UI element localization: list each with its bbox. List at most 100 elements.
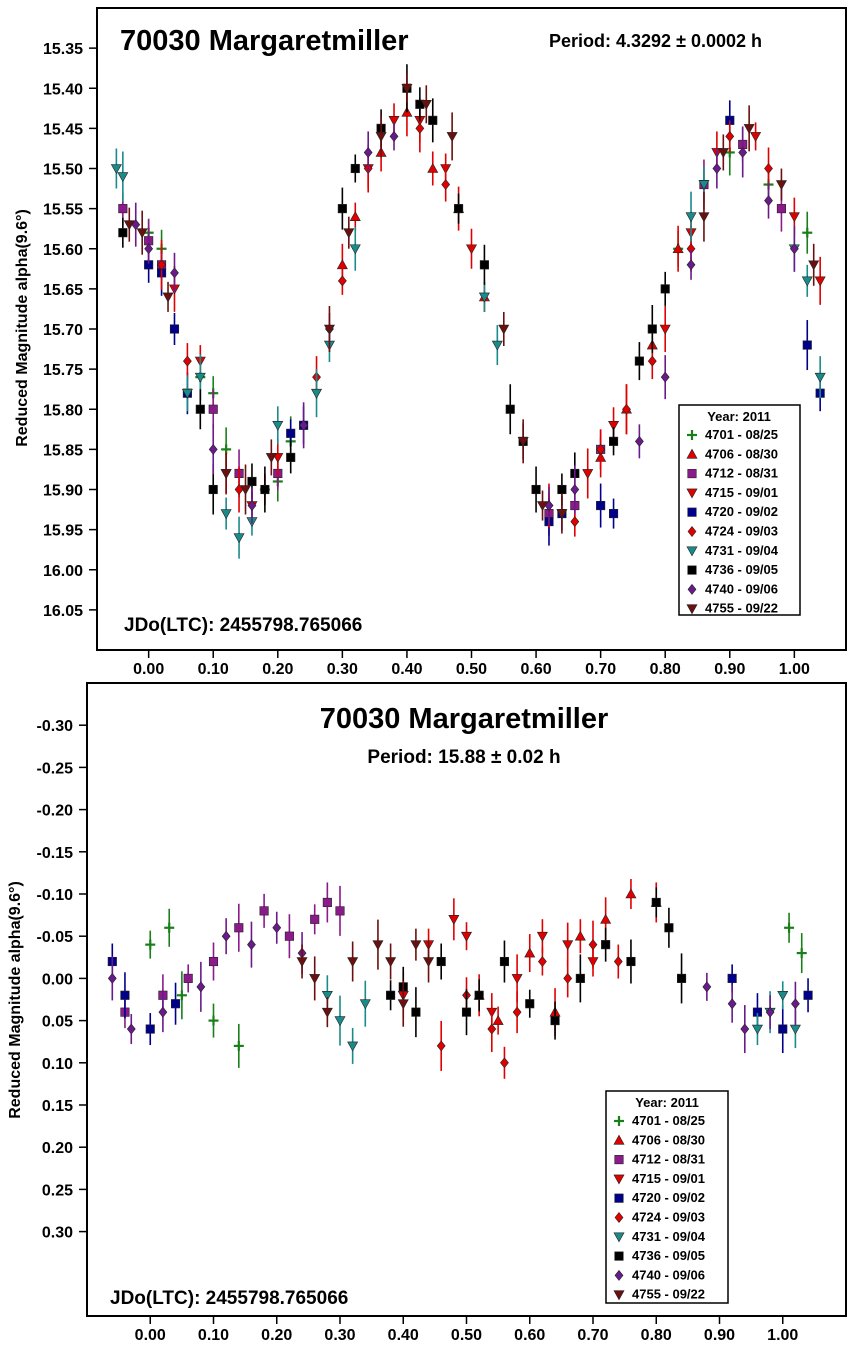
- legend-marker: [614, 1193, 624, 1203]
- data-point: [259, 906, 269, 916]
- data-point: [169, 324, 180, 334]
- data-point: [531, 484, 541, 495]
- data-point: [423, 957, 435, 968]
- x-tick-label: 0.70: [577, 1327, 608, 1344]
- data-point: [195, 404, 205, 414]
- top-data-points: [110, 64, 826, 559]
- data-point: [337, 204, 347, 214]
- data-point: [775, 180, 787, 191]
- y-tick-label: 0.30: [42, 1225, 73, 1242]
- data-point: [685, 212, 697, 223]
- data-point: [778, 1024, 788, 1034]
- data-point: [664, 923, 674, 933]
- x-tick-label: 0.90: [714, 661, 745, 678]
- data-point: [550, 1016, 560, 1026]
- data-point: [609, 436, 619, 446]
- data-point: [284, 931, 294, 941]
- legend-marker: [687, 526, 697, 537]
- top-legend: Year: 2011 4701 - 08/25 4706 - 08/30 4712 …: [678, 404, 801, 616]
- data-point: [563, 972, 573, 984]
- top-chart-title: 70030 Margaretmiller: [120, 25, 409, 57]
- y-tick-label: 15.40: [43, 81, 83, 98]
- data-point: [791, 998, 800, 1010]
- data-point: [401, 83, 413, 94]
- legend-marker: [686, 604, 698, 615]
- data-point: [372, 940, 384, 951]
- data-point: [596, 443, 606, 455]
- data-point: [118, 228, 128, 238]
- x-tick-label: 0.50: [451, 1327, 482, 1344]
- data-point: [349, 244, 361, 255]
- data-point: [126, 1023, 136, 1035]
- legend-entry-label: 4724 - 09/03: [705, 524, 778, 539]
- y-tick-label: 15.45: [43, 121, 83, 138]
- y-tick-label: -0.30: [37, 718, 74, 735]
- data-point: [375, 132, 387, 143]
- data-point: [609, 509, 619, 519]
- data-point: [803, 990, 813, 1000]
- data-point: [524, 947, 536, 958]
- data-point: [765, 1006, 775, 1018]
- legend-marker: [613, 1232, 625, 1243]
- legend-marker: [687, 430, 697, 440]
- data-point: [299, 419, 309, 431]
- legend-marker: [687, 565, 697, 575]
- data-point: [427, 162, 439, 173]
- legend-entry-label: 4740 - 09/06: [705, 581, 778, 596]
- data-point: [388, 116, 400, 126]
- data-point: [446, 132, 458, 143]
- data-point: [536, 931, 548, 942]
- legend-marker: [614, 1251, 624, 1261]
- y-tick-label: 0.00: [42, 971, 73, 988]
- data-point: [233, 1040, 244, 1051]
- data-point: [499, 956, 510, 967]
- bottom-y-axis-label: Reduced Magnitude alpha(9.6°): [7, 881, 24, 1119]
- legend-marker: [686, 488, 698, 499]
- legend-marker: [613, 1174, 625, 1185]
- data-point: [743, 124, 755, 134]
- data-point: [386, 990, 396, 1000]
- data-point: [802, 340, 812, 350]
- x-tick-label: 0.10: [198, 661, 229, 678]
- x-tick-label: 0.40: [388, 1327, 419, 1344]
- data-point: [727, 998, 737, 1010]
- x-tick-label: 0.00: [135, 1327, 166, 1344]
- y-tick-label: 15.95: [43, 523, 83, 540]
- data-point: [570, 484, 580, 495]
- y-tick-label: 15.35: [43, 41, 83, 58]
- x-tick-label: 0.40: [391, 661, 422, 678]
- legend-entry-label: 4731 - 09/04: [632, 1229, 706, 1244]
- y-tick-label: 15.70: [43, 322, 83, 339]
- data-point: [234, 923, 244, 933]
- top-epoch-label: JDo(LTC): 2455798.765066: [124, 615, 362, 636]
- legend-entry-label: 4736 - 09/05: [632, 1248, 705, 1263]
- data-point: [208, 443, 218, 455]
- data-point: [343, 228, 355, 239]
- legend-marker: [687, 469, 697, 479]
- y-tick-label: 15.85: [43, 442, 83, 459]
- y-tick-label: -0.15: [37, 845, 74, 862]
- y-tick-label: 0.10: [42, 1056, 73, 1073]
- data-point: [712, 163, 722, 174]
- data-point: [110, 164, 122, 175]
- data-point: [570, 516, 580, 528]
- y-tick-label: 15.55: [43, 202, 83, 219]
- data-point: [415, 122, 425, 134]
- x-tick-label: 0.50: [456, 661, 487, 678]
- data-point: [789, 243, 799, 255]
- data-point: [557, 484, 567, 495]
- y-tick-label: 15.80: [43, 402, 83, 419]
- y-tick-label: 0.20: [42, 1140, 73, 1157]
- data-point: [144, 243, 154, 255]
- data-point: [698, 180, 710, 191]
- data-point: [802, 227, 813, 238]
- data-point: [511, 974, 523, 985]
- data-point: [461, 1007, 472, 1017]
- data-point: [647, 355, 657, 367]
- data-point: [118, 204, 128, 214]
- x-tick-label: 0.60: [514, 1327, 545, 1344]
- data-point: [363, 146, 373, 158]
- x-tick-label: 0.30: [324, 1327, 355, 1344]
- data-point: [441, 179, 451, 191]
- data-point: [176, 990, 187, 1001]
